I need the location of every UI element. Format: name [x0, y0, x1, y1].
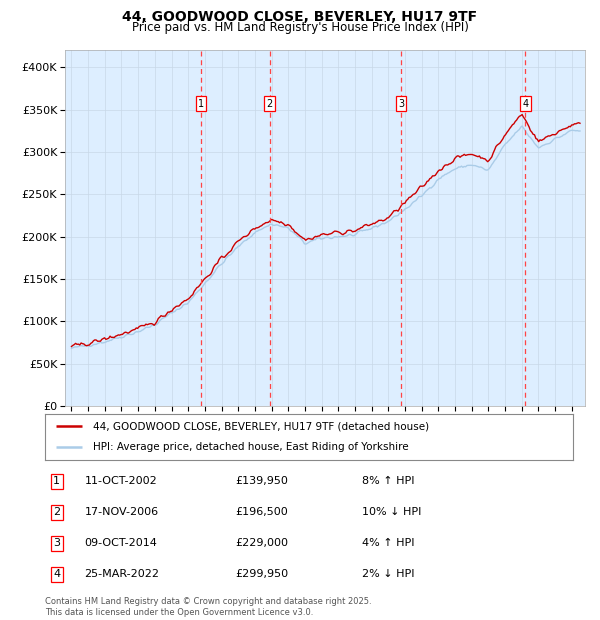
Text: 09-OCT-2014: 09-OCT-2014 — [85, 538, 157, 548]
Text: £139,950: £139,950 — [235, 476, 288, 486]
Text: 44, GOODWOOD CLOSE, BEVERLEY, HU17 9TF (detached house): 44, GOODWOOD CLOSE, BEVERLEY, HU17 9TF (… — [92, 421, 428, 431]
Text: 1: 1 — [53, 476, 60, 486]
Text: 4% ↑ HPI: 4% ↑ HPI — [362, 538, 415, 548]
Text: £299,950: £299,950 — [235, 569, 288, 579]
Text: £196,500: £196,500 — [235, 507, 288, 517]
Text: 44, GOODWOOD CLOSE, BEVERLEY, HU17 9TF: 44, GOODWOOD CLOSE, BEVERLEY, HU17 9TF — [122, 10, 478, 24]
Text: Price paid vs. HM Land Registry's House Price Index (HPI): Price paid vs. HM Land Registry's House … — [131, 21, 469, 34]
Text: 17-NOV-2006: 17-NOV-2006 — [85, 507, 159, 517]
Text: 3: 3 — [53, 538, 60, 548]
Text: 4: 4 — [523, 99, 529, 108]
Text: 3: 3 — [398, 99, 404, 108]
Text: 2% ↓ HPI: 2% ↓ HPI — [362, 569, 415, 579]
Text: 4: 4 — [53, 569, 60, 579]
Text: 2: 2 — [53, 507, 60, 517]
Text: 25-MAR-2022: 25-MAR-2022 — [85, 569, 160, 579]
Text: 1: 1 — [198, 99, 204, 108]
Text: 8% ↑ HPI: 8% ↑ HPI — [362, 476, 415, 486]
Text: Contains HM Land Registry data © Crown copyright and database right 2025.
This d: Contains HM Land Registry data © Crown c… — [45, 598, 371, 617]
Text: HPI: Average price, detached house, East Riding of Yorkshire: HPI: Average price, detached house, East… — [92, 443, 408, 453]
Text: 10% ↓ HPI: 10% ↓ HPI — [362, 507, 421, 517]
Text: 11-OCT-2002: 11-OCT-2002 — [85, 476, 157, 486]
Text: £229,000: £229,000 — [235, 538, 288, 548]
Text: 2: 2 — [266, 99, 272, 108]
